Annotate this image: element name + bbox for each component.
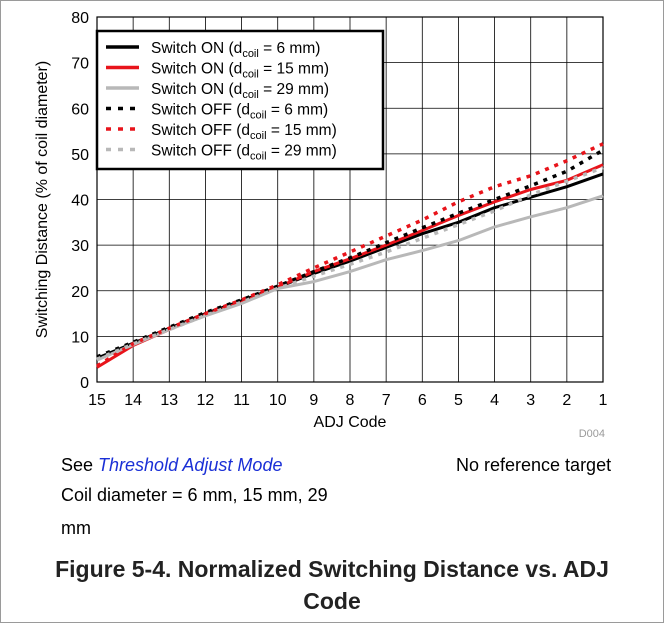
y-axis-label: Switching Distance (% of coil diameter) bbox=[34, 61, 51, 338]
y-tick-label: 30 bbox=[71, 238, 89, 255]
x-tick-label: 5 bbox=[454, 392, 463, 409]
y-tick-label: 70 bbox=[71, 56, 89, 73]
legend-entry-3: Switch ON (dcoil = 29 mm) bbox=[151, 81, 329, 101]
x-tick-label: 12 bbox=[197, 392, 215, 409]
x-tick-label: 3 bbox=[526, 392, 535, 409]
y-tick-label: 0 bbox=[80, 375, 89, 392]
see-prefix: See bbox=[61, 455, 99, 475]
x-tick-label: 1 bbox=[599, 392, 608, 409]
x-tick-label: 4 bbox=[490, 392, 499, 409]
legend-box bbox=[95, 29, 385, 171]
x-tick-label: 2 bbox=[562, 392, 571, 409]
y-tick-label: 50 bbox=[71, 147, 89, 164]
legend-entry-6: Switch OFF (dcoil = 29 mm) bbox=[151, 143, 337, 163]
figure-code-label: D004 bbox=[579, 428, 605, 440]
x-tick-label: 14 bbox=[124, 392, 142, 409]
x-tick-label: 7 bbox=[382, 392, 391, 409]
figure-caption-line1: Figure 5-4. Normalized Switching Distanc… bbox=[55, 556, 609, 582]
legend: Switch ON (dcoil = 6 mm)Switch ON (dcoil… bbox=[95, 29, 385, 171]
legend-entry-2: Switch ON (dcoil = 15 mm) bbox=[151, 61, 329, 81]
coil-diameter-note-line1: Coil diameter = 6 mm, 15 mm, 29 bbox=[61, 485, 328, 505]
y-tick-label: 60 bbox=[71, 101, 89, 118]
series-line-6 bbox=[96, 165, 604, 361]
legend-entry-5: Switch OFF (dcoil = 15 mm) bbox=[151, 122, 337, 142]
figure-caption-line2: Code bbox=[303, 588, 361, 614]
y-tick-label: 20 bbox=[71, 284, 89, 301]
switching-distance-chart: 0 10 20 30 40 50 60 70 80 15 14 13 12 11 10 9 8 7 6 5 4 3 2 1 AD… bbox=[34, 10, 608, 440]
y-tick-label: 80 bbox=[71, 10, 89, 27]
threshold-adjust-mode-link[interactable]: Threshold Adjust Mode bbox=[98, 455, 283, 475]
x-tick-label: 11 bbox=[233, 392, 250, 409]
series-line-5 bbox=[96, 142, 604, 368]
legend-entry-4: Switch OFF (dcoil = 6 mm) bbox=[151, 102, 328, 122]
x-tick-label: 9 bbox=[309, 392, 318, 409]
see-note: See Threshold Adjust Mode bbox=[61, 455, 282, 476]
x-tick-label: 15 bbox=[88, 392, 106, 409]
series-line-4 bbox=[96, 148, 604, 359]
y-tick-label: 10 bbox=[71, 329, 89, 346]
no-reference-target-note: No reference target bbox=[456, 455, 612, 475]
y-tick-label: 40 bbox=[71, 193, 89, 210]
plot-border bbox=[96, 16, 604, 383]
x-axis-label: ADJ Code bbox=[314, 414, 387, 431]
legend-entry-1: Switch ON (dcoil = 6 mm) bbox=[151, 40, 320, 60]
coil-diameter-note-line2: mm bbox=[61, 518, 91, 538]
x-tick-label: 8 bbox=[346, 392, 355, 409]
x-tick-label: 10 bbox=[269, 392, 287, 409]
x-tick-label: 13 bbox=[160, 392, 178, 409]
x-tick-label: 6 bbox=[418, 392, 427, 409]
